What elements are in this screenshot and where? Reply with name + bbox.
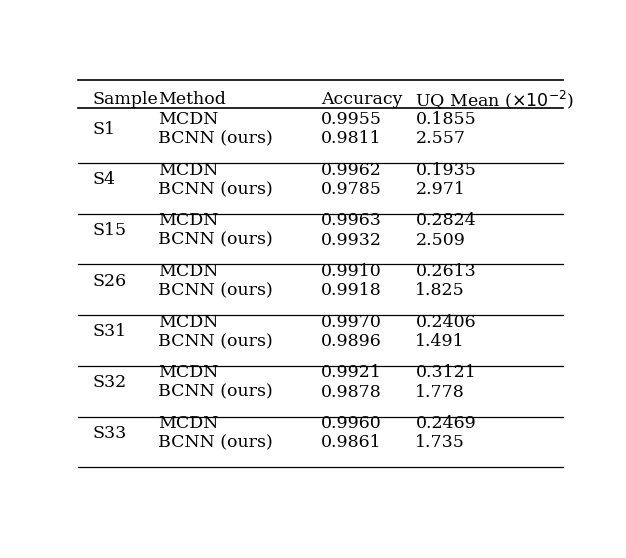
Text: S4: S4 <box>93 171 116 188</box>
Text: 0.9932: 0.9932 <box>321 232 382 248</box>
Text: BCNN (ours): BCNN (ours) <box>158 333 273 350</box>
Text: 0.2406: 0.2406 <box>416 314 476 331</box>
Text: BCNN (ours): BCNN (ours) <box>158 181 273 198</box>
Text: MCDN: MCDN <box>158 314 218 331</box>
Text: MCDN: MCDN <box>158 415 218 432</box>
Text: 0.9960: 0.9960 <box>321 415 382 432</box>
Text: 0.1935: 0.1935 <box>416 162 476 179</box>
Text: 0.1855: 0.1855 <box>416 111 476 128</box>
Text: 0.9811: 0.9811 <box>321 130 381 147</box>
Text: 0.9910: 0.9910 <box>321 263 382 280</box>
Text: 2.971: 2.971 <box>416 181 465 198</box>
Text: 0.9963: 0.9963 <box>321 212 382 229</box>
Text: Sample: Sample <box>93 91 158 108</box>
Text: Accuracy: Accuracy <box>321 91 403 108</box>
Text: 0.9955: 0.9955 <box>321 111 382 128</box>
Text: BCNN (ours): BCNN (ours) <box>158 130 273 147</box>
Text: BCNN (ours): BCNN (ours) <box>158 282 273 299</box>
Text: MCDN: MCDN <box>158 263 218 280</box>
Text: MCDN: MCDN <box>158 111 218 128</box>
Text: MCDN: MCDN <box>158 162 218 179</box>
Text: 0.9918: 0.9918 <box>321 282 382 299</box>
Text: MCDN: MCDN <box>158 364 218 382</box>
Text: 0.2613: 0.2613 <box>416 263 476 280</box>
Text: MCDN: MCDN <box>158 212 218 229</box>
Text: 1.825: 1.825 <box>416 282 465 299</box>
Text: 2.509: 2.509 <box>416 232 465 248</box>
Text: S33: S33 <box>93 425 127 442</box>
Text: 0.9861: 0.9861 <box>321 434 381 451</box>
Text: 0.9785: 0.9785 <box>321 181 382 198</box>
Text: 2.557: 2.557 <box>416 130 465 147</box>
Text: S26: S26 <box>93 273 127 290</box>
Text: 0.9962: 0.9962 <box>321 162 382 179</box>
Text: 0.9921: 0.9921 <box>321 364 382 382</box>
Text: 1.778: 1.778 <box>416 384 465 401</box>
Text: 0.3121: 0.3121 <box>416 364 476 382</box>
Text: S1: S1 <box>93 121 116 137</box>
Text: Method: Method <box>158 91 226 108</box>
Text: 1.491: 1.491 <box>416 333 465 350</box>
Text: 0.2824: 0.2824 <box>416 212 476 229</box>
Text: BCNN (ours): BCNN (ours) <box>158 434 273 451</box>
Text: BCNN (ours): BCNN (ours) <box>158 384 273 401</box>
Text: 0.9878: 0.9878 <box>321 384 382 401</box>
Text: UQ Mean ($\times10^{-2}$): UQ Mean ($\times10^{-2}$) <box>416 88 575 110</box>
Text: S32: S32 <box>93 374 127 391</box>
Text: S15: S15 <box>93 222 127 239</box>
Text: BCNN (ours): BCNN (ours) <box>158 232 273 248</box>
Text: 0.9896: 0.9896 <box>321 333 382 350</box>
Text: 0.2469: 0.2469 <box>416 415 476 432</box>
Text: 1.735: 1.735 <box>416 434 465 451</box>
Text: 0.9970: 0.9970 <box>321 314 382 331</box>
Text: S31: S31 <box>93 323 127 340</box>
